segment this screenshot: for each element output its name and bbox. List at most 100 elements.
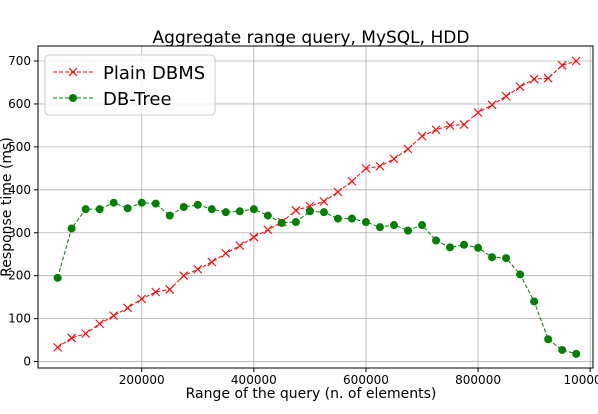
data-point-db-tree: [389, 221, 398, 230]
data-point-plain-dbms: [235, 241, 245, 251]
y-tick-label: 500: [8, 140, 31, 154]
series-layer: [53, 56, 581, 358]
data-point-plain-dbms: [529, 74, 539, 84]
data-point-plain-dbms: [137, 294, 147, 304]
data-point-db-tree: [67, 224, 76, 233]
data-point-plain-dbms: [81, 329, 91, 339]
x-tick-label: 1000000: [563, 373, 598, 387]
y-tick-label: 300: [8, 226, 31, 240]
data-point-db-tree: [404, 226, 412, 235]
data-point-plain-dbms: [151, 287, 161, 297]
data-point-db-tree: [151, 199, 160, 208]
data-point-db-tree: [277, 218, 286, 227]
data-point-plain-dbms: [347, 176, 357, 186]
y-tick-label: 700: [8, 54, 31, 68]
legend-label-db-tree: DB-Tree: [103, 89, 172, 110]
data-point-plain-dbms: [207, 257, 217, 267]
data-point-plain-dbms: [67, 333, 77, 343]
data-point-db-tree: [235, 207, 244, 216]
data-point-plain-dbms: [123, 303, 133, 313]
legend: Plain DBMS DB-Tree: [44, 54, 216, 116]
data-point-db-tree: [95, 205, 104, 214]
data-point-db-tree: [347, 214, 356, 223]
data-point-db-tree: [207, 205, 216, 214]
y-tick-label: 100: [8, 312, 31, 326]
data-point-db-tree: [446, 243, 455, 252]
legend-label-plain-dbms: Plain DBMS: [103, 63, 205, 84]
data-point-db-tree: [319, 208, 328, 217]
data-point-plain-dbms: [53, 343, 63, 352]
data-point-db-tree: [249, 205, 258, 214]
data-point-plain-dbms: [389, 154, 399, 164]
data-point-db-tree: [572, 349, 581, 358]
data-point-db-tree: [137, 198, 146, 207]
x-tick-label: 800000: [455, 373, 501, 387]
data-point-plain-dbms: [249, 232, 259, 242]
axis-ticks: 200000 400000 600000 800000 1000000 0 100 200 30…: [8, 54, 598, 387]
data-point-plain-dbms: [263, 225, 273, 235]
data-point-plain-dbms: [109, 311, 119, 321]
data-point-plain-dbms: [459, 120, 469, 129]
legend-marker-plain-dbms: [68, 67, 78, 77]
y-tick-label: 200: [8, 269, 31, 283]
data-point-plain-dbms: [515, 82, 525, 92]
x-tick-label: 400000: [231, 373, 277, 387]
data-point-plain-dbms: [501, 91, 511, 101]
data-point-plain-dbms: [403, 144, 413, 154]
data-point-plain-dbms: [95, 319, 105, 329]
x-tick-label: 200000: [119, 373, 165, 387]
data-point-plain-dbms: [431, 125, 441, 135]
data-point-db-tree: [165, 211, 174, 220]
data-point-plain-dbms: [291, 206, 301, 215]
data-point-db-tree: [432, 236, 441, 245]
data-point-db-tree: [109, 198, 118, 207]
data-point-db-tree: [333, 214, 342, 223]
data-point-db-tree: [291, 218, 300, 227]
data-point-plain-dbms: [193, 264, 203, 274]
data-point-db-tree: [53, 273, 62, 282]
y-tick-label: 0: [23, 355, 31, 369]
data-point-db-tree: [179, 203, 188, 211]
data-point-plain-dbms: [543, 73, 553, 83]
data-point-plain-dbms: [165, 285, 175, 294]
data-point-plain-dbms: [473, 108, 483, 117]
data-point-db-tree: [305, 207, 314, 216]
data-point-db-tree: [460, 240, 469, 249]
legend-marker-db-tree: [69, 94, 77, 102]
data-point-db-tree: [488, 253, 497, 262]
data-point-plain-dbms: [445, 121, 455, 130]
data-point-db-tree: [418, 221, 427, 230]
x-axis-label: Range of the query (n. of elements): [186, 386, 437, 402]
data-point-plain-dbms: [221, 248, 231, 258]
x-tick-label: 600000: [343, 373, 389, 387]
data-point-db-tree: [375, 223, 384, 232]
data-point-plain-dbms: [417, 131, 427, 141]
data-point-db-tree: [502, 254, 511, 263]
data-point-plain-dbms: [487, 100, 497, 110]
data-point-db-tree: [123, 204, 132, 213]
y-tick-label: 400: [8, 183, 31, 197]
legend-box: [44, 54, 216, 116]
data-point-plain-dbms: [557, 60, 567, 70]
data-point-db-tree: [530, 297, 539, 306]
data-point-db-tree: [263, 211, 272, 220]
data-point-db-tree: [221, 208, 230, 217]
data-point-db-tree: [544, 335, 553, 344]
data-point-plain-dbms: [361, 163, 371, 173]
data-point-plain-dbms: [571, 56, 581, 66]
data-point-db-tree: [193, 200, 202, 209]
data-point-plain-dbms: [179, 271, 189, 281]
data-point-db-tree: [474, 243, 483, 252]
data-point-db-tree: [81, 205, 90, 214]
y-tick-label: 600: [8, 97, 31, 111]
data-point-plain-dbms: [375, 161, 385, 171]
chart-title: Aggregate range query, MySQL, HDD: [153, 28, 470, 48]
y-axis-label: Response time (ms): [0, 137, 15, 277]
data-point-db-tree: [361, 218, 370, 227]
data-point-db-tree: [558, 345, 567, 354]
data-point-db-tree: [516, 270, 525, 279]
data-point-plain-dbms: [319, 197, 329, 206]
series-line-db-tree: [57, 202, 577, 355]
